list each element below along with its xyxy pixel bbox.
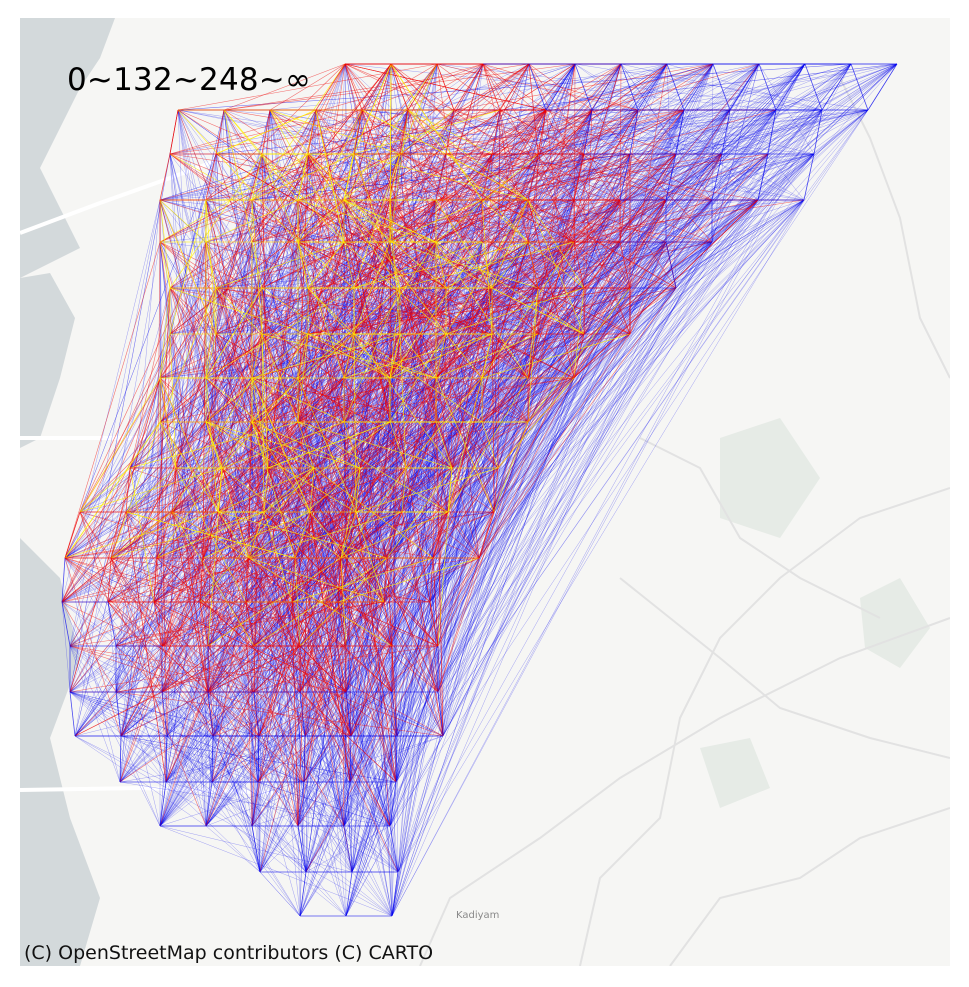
minor-road [839,77,950,379]
minor-road [419,617,950,966]
minor-road [669,807,950,966]
river-north [20,18,115,278]
major-road [20,146,251,235]
map-attribution: (C) OpenStreetMap contributors (C) CARTO [24,942,434,964]
major-road [20,785,281,795]
place-label-kadiyam: Kadiyam [456,910,500,921]
green-area [700,738,770,808]
minor-road [639,437,881,619]
minor-road [579,487,950,966]
flow-class-breaks-label: 0~132~248~∞ [67,62,312,98]
green-area [860,578,930,668]
minor-road [619,577,950,759]
grid-cell-lines-layer [61,63,898,917]
river-channel [20,273,75,448]
river-south [20,538,100,966]
map-canvas[interactable] [20,18,950,966]
green-area [720,418,820,538]
map-frame[interactable]: 0~132~248~∞ Kadiyam (C) OpenStreetMap co… [20,18,950,966]
